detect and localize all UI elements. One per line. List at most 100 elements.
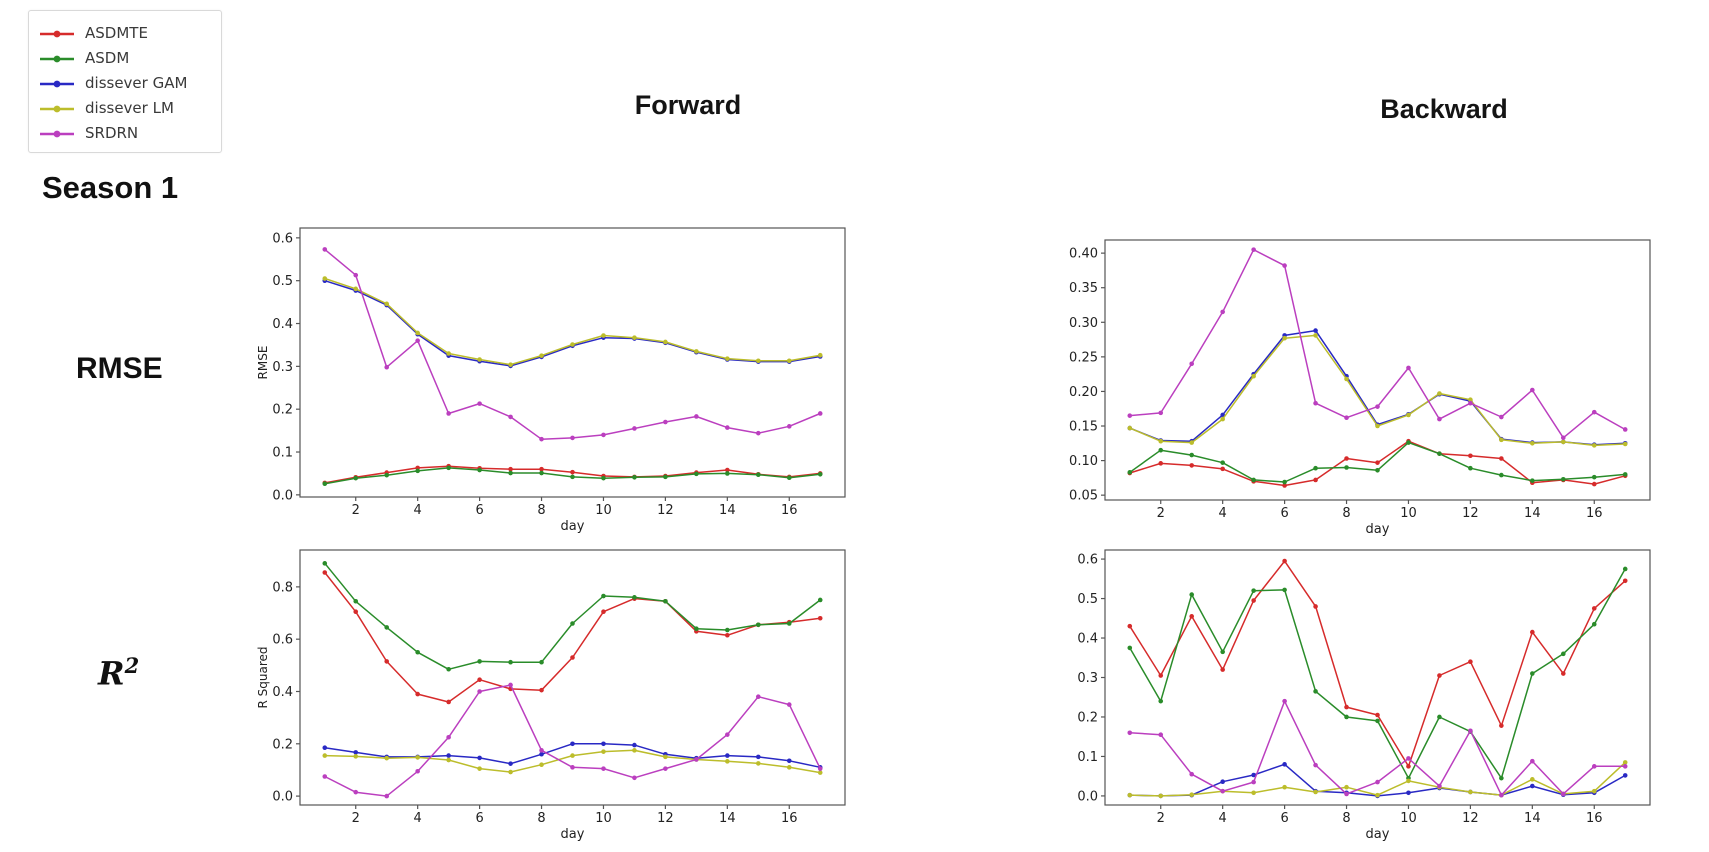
series-marker-ASDMTE bbox=[1560, 671, 1566, 676]
series-marker-ASDMTE bbox=[1127, 623, 1133, 629]
y-tick-label: 0.6 bbox=[272, 633, 293, 648]
y-tick-label: 0.0 bbox=[272, 488, 293, 503]
series-marker-ASDM bbox=[477, 467, 482, 473]
series-marker-ASDM bbox=[353, 598, 359, 604]
x-tick-label: 14 bbox=[1524, 506, 1541, 521]
series-marker-dissever LM bbox=[353, 286, 359, 292]
series-marker-dissever LM bbox=[1220, 416, 1225, 422]
series-marker-dissever LM bbox=[477, 357, 482, 362]
series-marker-SRDRN bbox=[1406, 365, 1411, 371]
series-marker-SRDRN bbox=[1591, 409, 1597, 415]
series-marker-SRDRN bbox=[446, 411, 451, 416]
series-marker-ASDMTE bbox=[446, 699, 451, 705]
series-marker-ASDMTE bbox=[725, 632, 730, 638]
series-marker-ASDMTE bbox=[1313, 604, 1318, 609]
series-marker-SRDRN bbox=[1499, 792, 1504, 798]
series-marker-ASDM bbox=[384, 472, 390, 478]
y-tick-label: 0.20 bbox=[1069, 385, 1098, 400]
x-tick-label: 4 bbox=[1219, 811, 1227, 826]
series-marker-ASDM bbox=[415, 468, 420, 474]
series-marker-SRDRN bbox=[663, 766, 668, 771]
series-marker-dissever LM bbox=[384, 301, 390, 307]
y-tick-label: 0.0 bbox=[272, 790, 293, 805]
series-marker-dissever GAM bbox=[1406, 790, 1411, 796]
y-axis-label: R Squared bbox=[256, 646, 270, 708]
series-marker-dissever LM bbox=[663, 339, 668, 345]
series-marker-SRDRN bbox=[1282, 263, 1287, 268]
x-tick-label: 2 bbox=[1157, 811, 1165, 826]
series-marker-ASDMTE bbox=[570, 469, 575, 475]
series-marker-dissever GAM bbox=[1622, 773, 1628, 778]
series-marker-dissever GAM bbox=[446, 753, 451, 758]
series-marker-SRDRN bbox=[1313, 762, 1318, 768]
series-marker-ASDMTE bbox=[1282, 558, 1287, 564]
y-tick-label: 0.10 bbox=[1069, 454, 1098, 469]
series-marker-dissever LM bbox=[1499, 437, 1504, 443]
series-marker-ASDMTE bbox=[539, 466, 544, 472]
chart-forward-rsquared: 0.0 0.2 0.4 0.6 0.8 2 4 6 8 10 12 14 16 day R Squared bbox=[255, 530, 855, 846]
series-marker-ASDM bbox=[725, 471, 730, 476]
series-marker-dissever GAM bbox=[601, 741, 606, 747]
x-tick-label: 14 bbox=[719, 811, 736, 826]
x-tick-label: 10 bbox=[595, 503, 612, 518]
series-marker-ASDM bbox=[817, 471, 823, 477]
y-tick-label: 0.30 bbox=[1069, 316, 1098, 331]
x-tick-label: 8 bbox=[1342, 811, 1350, 826]
series-marker-dissever LM bbox=[508, 769, 513, 775]
series-marker-dissever GAM bbox=[725, 753, 730, 758]
series-marker-ASDMTE bbox=[1189, 614, 1195, 619]
series-marker-SRDRN bbox=[353, 272, 359, 278]
series-marker-dissever GAM bbox=[1313, 328, 1318, 333]
series-marker-dissever LM bbox=[477, 766, 482, 771]
series-marker-dissever GAM bbox=[1220, 779, 1225, 785]
x-tick-label: 2 bbox=[1157, 506, 1165, 521]
series-marker-ASDMTE bbox=[1437, 673, 1442, 678]
series-line-ASDMTE bbox=[1129, 560, 1626, 768]
series-marker-ASDM bbox=[694, 471, 699, 477]
y-tick-label: 0.0 bbox=[1077, 789, 1098, 804]
y-tick-label: 0.2 bbox=[1077, 710, 1098, 725]
series-marker-SRDRN bbox=[1591, 764, 1597, 769]
series-marker-ASDM bbox=[1127, 470, 1133, 475]
rsquared-exponent: 2 bbox=[124, 653, 140, 678]
series-marker-ASDM bbox=[539, 470, 544, 476]
series-marker-ASDM bbox=[1406, 440, 1411, 445]
series-marker-SRDRN bbox=[601, 766, 606, 771]
series-marker-ASDM bbox=[632, 595, 637, 600]
legend-label: ASDMTE bbox=[85, 23, 148, 42]
y-tick-label: 0.1 bbox=[1077, 750, 1098, 765]
series-marker-ASDM bbox=[1437, 714, 1442, 720]
series-marker-ASDM bbox=[1158, 447, 1164, 453]
series-marker-dissever LM bbox=[322, 276, 328, 281]
series-marker-dissever GAM bbox=[353, 750, 359, 755]
legend-swatch-graphic bbox=[40, 130, 74, 137]
series-marker-ASDM bbox=[1530, 478, 1535, 483]
metric-row-label-rsquared: R2 bbox=[98, 653, 139, 693]
series-marker-dissever LM bbox=[601, 749, 606, 754]
x-axis-label: day bbox=[1366, 827, 1390, 841]
series-marker-ASDMTE bbox=[570, 655, 575, 660]
series-marker-SRDRN bbox=[1344, 415, 1349, 421]
series-marker-SRDRN bbox=[508, 414, 513, 420]
series-marker-dissever LM bbox=[1158, 438, 1164, 444]
series-marker-ASDM bbox=[1591, 621, 1597, 627]
series-marker-dissever LM bbox=[1282, 335, 1287, 341]
x-tick-label: 10 bbox=[1400, 506, 1417, 521]
series-marker-ASDMTE bbox=[1375, 460, 1380, 465]
series-marker-SRDRN bbox=[1313, 400, 1318, 406]
x-tick-label: 12 bbox=[657, 503, 674, 518]
series-marker-dissever GAM bbox=[570, 741, 575, 747]
series-marker-ASDM bbox=[1530, 671, 1535, 676]
rsquared-base: R bbox=[98, 654, 125, 693]
series-marker-SRDRN bbox=[1220, 309, 1225, 315]
series-marker-SRDRN bbox=[1127, 413, 1133, 418]
series-marker-dissever LM bbox=[539, 353, 544, 358]
series-marker-dissever GAM bbox=[1530, 783, 1535, 789]
y-tick-label: 0.2 bbox=[272, 403, 293, 418]
series-marker-SRDRN bbox=[755, 430, 761, 436]
legend-swatch-graphic bbox=[40, 30, 74, 37]
series-marker-dissever LM bbox=[1622, 760, 1628, 765]
x-tick-label: 8 bbox=[1342, 506, 1350, 521]
series-marker-SRDRN bbox=[1251, 779, 1256, 785]
